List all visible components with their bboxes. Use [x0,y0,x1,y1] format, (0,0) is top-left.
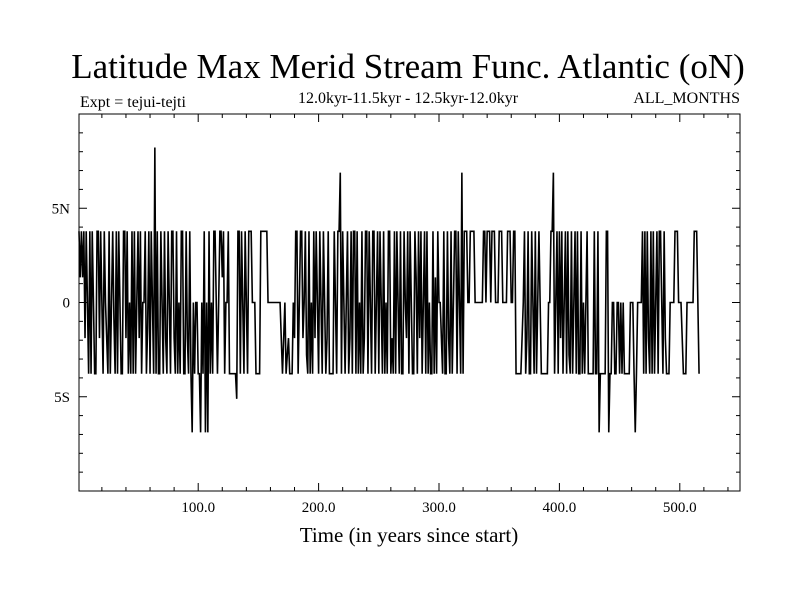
x-tick-label: 100.0 [181,500,215,516]
x-tick-label: 400.0 [543,500,577,516]
ticks-layer: 100.0 200.0 300.0 400.0 500.0 5N 0 5S [52,114,740,516]
x-axis-label: Time (in years since start) [300,523,519,547]
x-tick-label: 500.0 [663,500,697,516]
x-tick-label: 300.0 [422,500,456,516]
y-tick-label: 5N [52,201,71,217]
chart-title: Latitude Max Merid Stream Func. Atlantic… [71,47,745,86]
x-tick-label: 200.0 [302,500,336,516]
chart-subtitle: 12.0kyr-11.5kyr - 12.5kyr-12.0kyr [298,90,519,107]
months-label: ALL_MONTHS [633,90,740,107]
experiment-label: Expt = tejui-tejti [80,94,186,111]
y-tick-label: 5S [54,390,70,406]
y-tick-label: 0 [63,296,71,312]
series-line [78,147,700,433]
